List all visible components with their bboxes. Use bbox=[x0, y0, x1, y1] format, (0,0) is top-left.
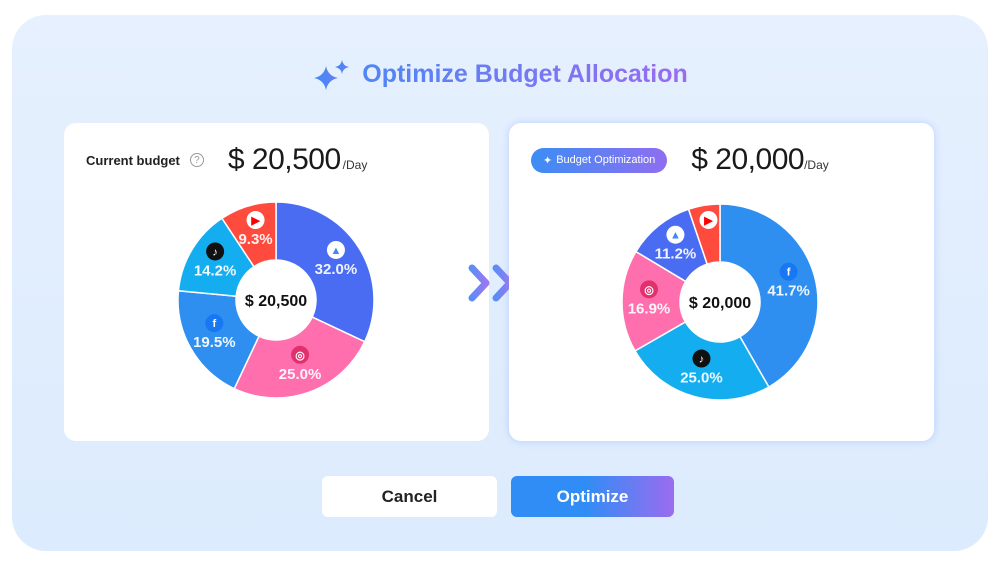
per-day-label: /Day bbox=[804, 158, 829, 172]
slice-label: 25.0% bbox=[279, 366, 322, 383]
slice-label: 32.0% bbox=[315, 261, 358, 278]
google-ads-icon: ▲ bbox=[666, 225, 685, 244]
google-ads-icon: ▲ bbox=[326, 240, 345, 259]
per-day-label: /Day bbox=[342, 158, 368, 172]
optimized-budget-panel: ✦ Budget Optimization $ 20,000/Day f 41.7%… bbox=[509, 123, 934, 441]
sparkle-icon bbox=[314, 60, 350, 90]
current-budget-amount: $ 20,500 bbox=[227, 143, 341, 176]
dialog-title: Optimize Budget Allocation bbox=[0, 58, 1000, 90]
slice-label: 16.9% bbox=[628, 300, 671, 317]
slice-google-ads bbox=[275, 201, 375, 343]
budget-optimization-badge: ✦ Budget Optimization bbox=[531, 147, 668, 173]
optimize-button[interactable]: Optimize bbox=[511, 476, 674, 517]
instagram-icon: ◎ bbox=[291, 345, 310, 364]
cancel-button[interactable]: Cancel bbox=[322, 476, 497, 517]
facebook-icon: f bbox=[779, 262, 798, 281]
donut-center-total: $ 20,000 bbox=[689, 295, 751, 312]
slice-label: 14.2% bbox=[194, 262, 237, 279]
slice-label: 9.3% bbox=[238, 231, 272, 248]
tiktok-icon: ♪ bbox=[692, 349, 711, 368]
svg-text:▲: ▲ bbox=[670, 230, 681, 242]
current-budget-donut: ▲ 32.0% ◎ 25.0% f 19.5% ♪ 14.2% ▶ 9.3% $ 20,500 bbox=[177, 201, 375, 399]
svg-text:▶: ▶ bbox=[703, 215, 713, 227]
instagram-icon: ◎ bbox=[640, 280, 659, 299]
svg-text:♪: ♪ bbox=[212, 246, 218, 258]
slice-label: 25.0% bbox=[680, 370, 723, 387]
current-budget-panel: Current budget ? $ 20,500/Day ▲ 32.0% ◎ 25.… bbox=[64, 123, 489, 441]
slice-facebook bbox=[719, 203, 819, 388]
facebook-icon: f bbox=[205, 314, 224, 333]
current-budget-label: Current budget bbox=[86, 152, 180, 168]
donut-center-total: $ 20,500 bbox=[245, 293, 307, 310]
badge-label: Budget Optimization bbox=[556, 154, 656, 166]
svg-text:f: f bbox=[787, 267, 791, 279]
svg-text:f: f bbox=[212, 318, 216, 330]
slice-label: 41.7% bbox=[767, 283, 810, 300]
svg-text:◎: ◎ bbox=[295, 350, 305, 362]
slice-label: 19.5% bbox=[193, 334, 236, 351]
svg-text:▲: ▲ bbox=[331, 245, 342, 257]
svg-text:▶: ▶ bbox=[250, 215, 260, 227]
svg-text:◎: ◎ bbox=[644, 284, 654, 296]
sparkle-icon: ✦ bbox=[543, 154, 553, 167]
youtube-icon: ▶ bbox=[699, 210, 718, 229]
slice-label: 11.2% bbox=[655, 246, 697, 263]
slice-facebook bbox=[177, 289, 260, 390]
tiktok-icon: ♪ bbox=[206, 242, 225, 261]
help-icon[interactable]: ? bbox=[189, 153, 204, 167]
optimized-budget-donut: f 41.7% ♪ 25.0% ◎ 16.9% ▲ 11.2% ▶ $ 20,000 bbox=[621, 203, 819, 401]
svg-text:♪: ♪ bbox=[699, 354, 705, 366]
optimized-budget-amount: $ 20,000 bbox=[691, 143, 805, 176]
youtube-icon: ▶ bbox=[246, 211, 265, 230]
